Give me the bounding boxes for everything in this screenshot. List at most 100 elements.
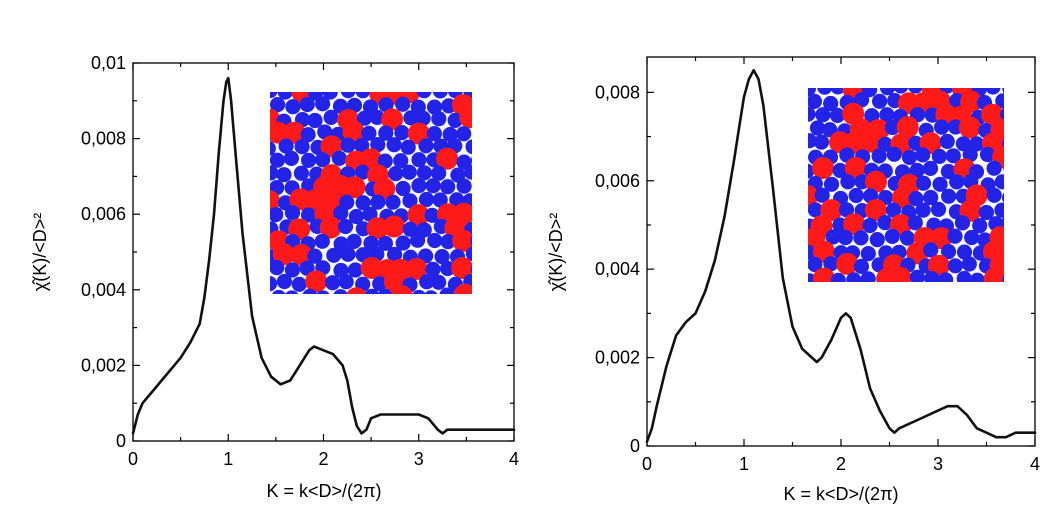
small-disk [416, 165, 432, 181]
small-disk [956, 244, 973, 260]
small-disk [947, 258, 963, 274]
small-disk [302, 288, 318, 294]
x-axis-title-left: K = k<D>/(2π) [267, 481, 382, 501]
panel-right: 0 1 2 3 4 0 0,002 0,004 0,006 0,008 K = k<D>/(2π)… [546, 56, 1040, 504]
small-disk [808, 202, 823, 218]
small-disk [868, 285, 883, 300]
small-disk [270, 141, 276, 156]
large-disk [390, 285, 413, 294]
small-disk [315, 96, 331, 112]
small-disk [871, 257, 887, 273]
small-disk [276, 167, 292, 183]
inset-packing-image-right [808, 88, 1025, 302]
small-disk [270, 207, 284, 223]
small-disk [923, 242, 939, 258]
x-tick-label: 4 [509, 449, 519, 469]
small-disk [411, 152, 427, 168]
small-disk [426, 126, 442, 142]
small-disk [471, 155, 472, 164]
panel-left: 0 1 2 3 4 0 0,002 0,004 0,006 0,008 0,01 K = k<D>/… [30, 53, 519, 501]
small-disk [824, 286, 839, 301]
small-disk [978, 286, 993, 301]
large-disk [270, 190, 280, 213]
small-disk [939, 133, 955, 149]
y-tick-label: 0,006 [81, 204, 126, 224]
small-disk [994, 174, 1004, 190]
small-disk [860, 246, 876, 262]
small-disk [470, 265, 472, 274]
small-disk [277, 92, 293, 100]
small-disk [361, 125, 377, 141]
large-disk [483, 260, 505, 282]
small-disk [431, 274, 447, 290]
small-disk [402, 193, 418, 209]
small-disk [1010, 284, 1025, 299]
large-disk [930, 227, 953, 250]
small-disk [931, 287, 946, 302]
small-disk [300, 127, 316, 143]
small-disk [815, 107, 831, 123]
small-disk [872, 93, 888, 109]
small-disk [934, 119, 950, 135]
small-disk [961, 256, 977, 272]
small-disk [372, 276, 388, 292]
small-disk [387, 246, 403, 263]
small-disk [434, 249, 450, 265]
small-disk [955, 136, 972, 152]
large-disk [889, 266, 912, 282]
disks [270, 80, 505, 294]
small-disk [424, 207, 440, 223]
small-disk [378, 125, 394, 141]
small-disk [325, 275, 341, 291]
small-disk [931, 148, 948, 164]
large-disk [478, 80, 500, 102]
large-disk [405, 258, 428, 280]
small-disk [832, 162, 848, 179]
small-disk [829, 107, 846, 123]
x-tick-label: 2 [836, 454, 846, 474]
y-axis-title-right: χ̂(K)/<D>² [546, 213, 566, 291]
small-disk [473, 178, 488, 193]
small-disk [470, 235, 472, 246]
large-disk [470, 209, 472, 222]
small-disk [1001, 216, 1004, 229]
small-disk [871, 148, 887, 164]
small-disk [879, 88, 896, 96]
small-disk [283, 150, 299, 166]
large-disk [451, 257, 472, 279]
large-disk [381, 108, 404, 131]
small-disk [823, 256, 839, 272]
small-disk [278, 138, 294, 154]
small-disk [830, 88, 846, 95]
small-disk [465, 139, 472, 155]
small-disk [411, 178, 427, 194]
small-disk [478, 111, 493, 126]
small-disk [954, 215, 971, 231]
small-disk [986, 187, 1002, 203]
large-disk [843, 213, 866, 236]
small-disk [418, 138, 434, 154]
small-disk [932, 176, 948, 192]
small-disk [908, 88, 923, 94]
small-disk [473, 126, 488, 141]
large-disk [475, 136, 497, 158]
small-disk [412, 289, 426, 294]
x-tick-label: 1 [739, 454, 749, 474]
small-disk [1002, 139, 1004, 150]
small-disk [403, 110, 419, 126]
small-disk [348, 208, 364, 225]
x-tick-label: 0 [642, 454, 652, 474]
x-tick-label: 2 [318, 449, 328, 469]
small-disk [410, 232, 426, 248]
small-disk [922, 160, 939, 176]
small-disk [877, 215, 893, 231]
small-disk [418, 191, 435, 208]
small-disk [270, 152, 285, 168]
ticks-left [132, 62, 515, 442]
small-disk [915, 147, 931, 163]
large-disk [373, 177, 396, 200]
small-disk [456, 126, 472, 142]
small-disk [823, 95, 839, 112]
small-disk [377, 235, 393, 251]
small-disk [853, 258, 870, 274]
